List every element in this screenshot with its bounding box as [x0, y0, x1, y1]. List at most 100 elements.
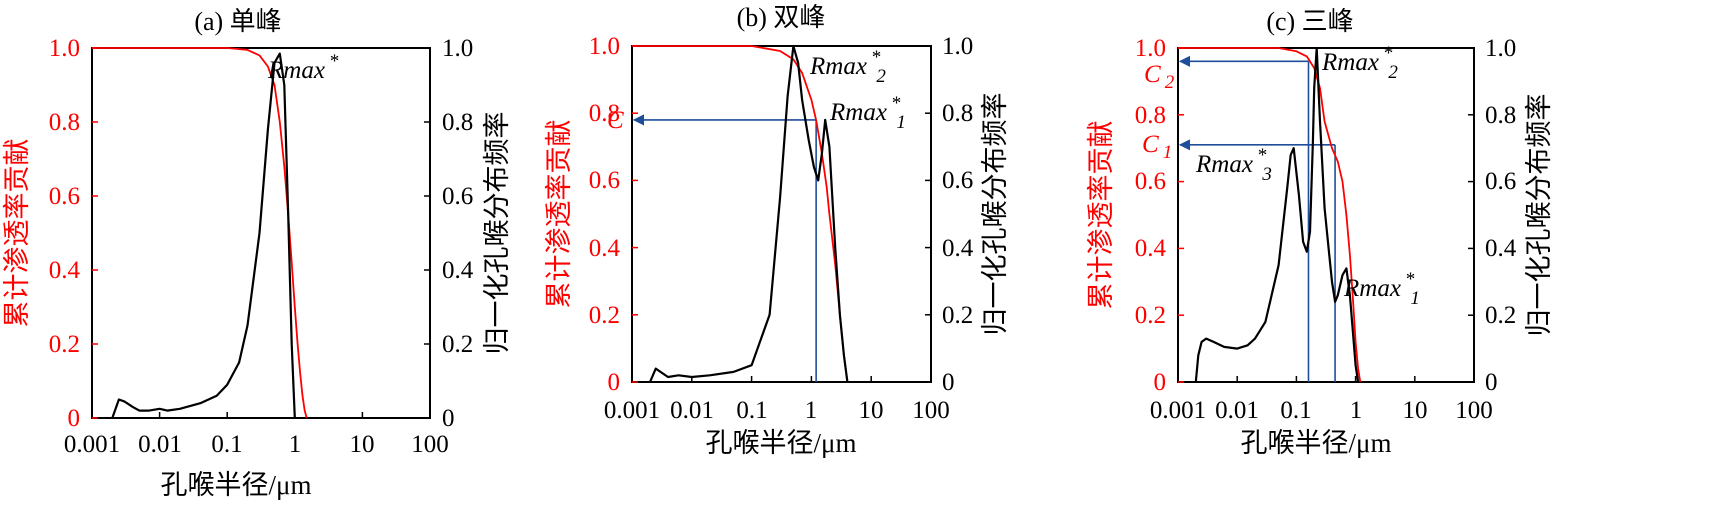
panel-b-x-ticks: 0.001 0.01 0.1 1 10 100 [604, 397, 950, 424]
panel-c-xtick-3: 1 [1350, 397, 1363, 424]
panel-a-ytick-right-5: 1.0 [442, 35, 473, 62]
panel-a-ytick-right-3: 0.6 [442, 183, 473, 210]
panel-a-ytick-left-5: 1.0 [49, 35, 80, 62]
panel-b-annotation-1-sub: 1 [896, 112, 906, 133]
panel-c-ytick-left-0: 0 [1154, 369, 1167, 396]
svg-text:Rmax * 1: Rmax * 1 [829, 93, 906, 133]
panel-b-xtick-1: 0.01 [670, 397, 714, 424]
panel-c-annotation-3-sub: 3 [1261, 164, 1272, 185]
panel-c-annotation-1-text: Rmax [1343, 275, 1401, 302]
panel-b: (b) 双峰 0 0.2 0.4 0.6 0.8 1.0 0 0.2 0.4 0… [544, 3, 1010, 458]
panel-c-ytick-right-0: 0 [1485, 369, 1498, 396]
panel-b-plot-frame [631, 45, 932, 383]
panel-c-annotation-1-sup: * [1405, 269, 1415, 290]
panel-a: (a) 单峰 0 0.2 0.4 0.6 0.8 1.0 0 0.2 0.4 0… [2, 7, 512, 500]
panel-a-ytick-right-2: 0.4 [442, 257, 474, 284]
svg-text:Rmax *: Rmax * [267, 51, 339, 84]
panel-b-ytick-left-2: 0.4 [589, 235, 621, 262]
panel-b-guide-label-c-text: C [607, 107, 624, 134]
panel-a-ytick-left-0: 0 [68, 405, 81, 432]
panel-c-annotation-2-sub: 2 [1388, 62, 1398, 83]
panel-c-ytick-left-4: 0.8 [1135, 102, 1166, 129]
panel-a-normalized-frequency-line [111, 52, 296, 419]
panel-a-annotation-1-sup: * [329, 51, 339, 72]
panel-b-ytick-left-0: 0 [608, 369, 621, 396]
panel-c-guide-label-c2-text: C [1144, 61, 1161, 88]
panel-c-annotation-1-sub: 1 [1410, 288, 1420, 309]
panel-c-xlabel: 孔喉半径/μm [1241, 428, 1392, 458]
panel-c-xtick-4: 10 [1403, 397, 1428, 424]
panel-a-ytick-left-1: 0.2 [49, 331, 80, 358]
panel-b-xtick-5: 100 [912, 397, 950, 424]
panel-c-xtick-1: 0.01 [1215, 397, 1259, 424]
panel-c-ytick-left-3: 0.6 [1135, 168, 1166, 195]
panel-a-annotation-1-text: Rmax [267, 57, 325, 84]
panel-b-xlabel: 孔喉半径/μm [706, 428, 857, 458]
panel-c-guide-label-c2: C 2 [1144, 61, 1175, 93]
panel-b-ytick-left-4: 0.8 [589, 100, 620, 127]
panel-c-ytick-left-1: 0.2 [1135, 302, 1166, 329]
panel-c-guide-label-c2-sub: 2 [1165, 72, 1175, 93]
panel-c-plot-frame [1177, 47, 1475, 383]
panel-a-ytick-left-2: 0.4 [49, 257, 81, 284]
svg-text:Rmax * 2: Rmax * 2 [809, 47, 886, 87]
panel-c-xtick-5: 100 [1455, 397, 1493, 424]
panel-a-right-ticks: 0 0.2 0.4 0.6 0.8 1.0 [442, 35, 474, 432]
panel-b-title: (b) 双峰 [737, 3, 826, 32]
panel-c-annotation-2-text: Rmax [1321, 49, 1379, 76]
panel-c-guide-label-c1-text: C [1142, 131, 1159, 158]
panel-b-ytick-right-2: 0.4 [942, 235, 974, 262]
panel-a-cumulative-contribution-line [92, 47, 308, 419]
panel-c-ytick-right-2: 0.4 [1485, 235, 1517, 262]
panel-c-cumulative-contribution-line [1178, 47, 1362, 383]
panel-a-annotation-1: Rmax * [267, 51, 339, 84]
panel-b-right-ticks: 0 0.2 0.4 0.6 0.8 1.0 [942, 33, 974, 396]
panel-c-left-ticks: 0 0.2 0.4 0.6 0.8 1.0 [1135, 35, 1167, 396]
panel-b-guide-label-c: C [607, 107, 624, 134]
panel-c-guide-label-c1: C 1 [1142, 131, 1172, 163]
panel-b-annotation-2-sup: * [871, 47, 881, 68]
panel-c-annotation-2: Rmax * 2 [1321, 43, 1398, 83]
svg-text:Rmax * 2: Rmax * 2 [1321, 43, 1398, 83]
panel-b-normalized-frequency-line [648, 44, 849, 383]
panel-c-xtick-2: 0.1 [1280, 397, 1311, 424]
panel-a-left-ticks: 0 0.2 0.4 0.6 0.8 1.0 [49, 35, 81, 432]
panel-a-title: (a) 单峰 [194, 7, 281, 36]
panel-c-annotation-3: Rmax * 3 [1195, 145, 1272, 185]
panel-a-x-ticks: 0.001 0.01 0.1 1 10 100 [64, 431, 449, 458]
panel-b-ytick-right-5: 1.0 [942, 33, 973, 60]
svg-text:Rmax * 3: Rmax * 3 [1195, 145, 1272, 185]
panel-b-ytick-right-0: 0 [942, 369, 955, 396]
panel-a-ytick-left-4: 0.8 [49, 109, 80, 136]
panel-a-xtick-0: 0.001 [64, 431, 120, 458]
panel-a-ytick-right-4: 0.8 [442, 109, 473, 136]
panel-a-xtick-2: 0.1 [211, 431, 242, 458]
panel-b-annotation-2: Rmax * 2 [809, 47, 886, 87]
panel-b-annotation-2-sub: 2 [876, 66, 886, 87]
panel-c-ylabel-left: 累计渗透率贡献 [1086, 121, 1116, 310]
panel-c-annotation-1: Rmax * 1 [1343, 269, 1420, 309]
panel-b-ytick-left-3: 0.6 [589, 167, 620, 194]
panel-c-ylabel-right: 归一化孔喉分布频率 [1524, 94, 1554, 337]
panel-a-xtick-1: 0.01 [138, 431, 182, 458]
panel-a-xtick-5: 100 [411, 431, 449, 458]
panel-b-data-layer [631, 44, 932, 383]
panel-b-ylabel-left: 累计渗透率贡献 [544, 120, 574, 309]
panel-a-ytick-right-0: 0 [442, 405, 455, 432]
panel-b-xtick-4: 10 [859, 397, 884, 424]
panel-c-x-ticks: 0.001 0.01 0.1 1 10 100 [1150, 397, 1493, 424]
panel-c: (c) 三峰 0 0.2 0.4 0.6 0.8 1.0 0 0.2 0.4 0… [1086, 7, 1554, 458]
panel-a-plot-frame [91, 47, 431, 419]
panel-b-ytick-left-1: 0.2 [589, 302, 620, 329]
panel-b-annotation-1-text: Rmax [829, 99, 887, 126]
panel-c-ytick-right-5: 1.0 [1485, 35, 1516, 62]
panel-c-ytick-right-3: 0.6 [1485, 168, 1516, 195]
panel-c-ytick-left-2: 0.4 [1135, 235, 1167, 262]
panel-c-normalized-frequency-line [1194, 46, 1360, 383]
panel-a-xlabel: 孔喉半径/μm [161, 470, 312, 500]
panel-a-ylabel-left: 累计渗透率贡献 [2, 139, 32, 328]
panel-b-ytick-left-5: 1.0 [589, 33, 620, 60]
panel-c-ytick-left-5: 1.0 [1135, 35, 1166, 62]
panel-a-ylabel-right: 归一化孔喉分布频率 [482, 112, 512, 355]
